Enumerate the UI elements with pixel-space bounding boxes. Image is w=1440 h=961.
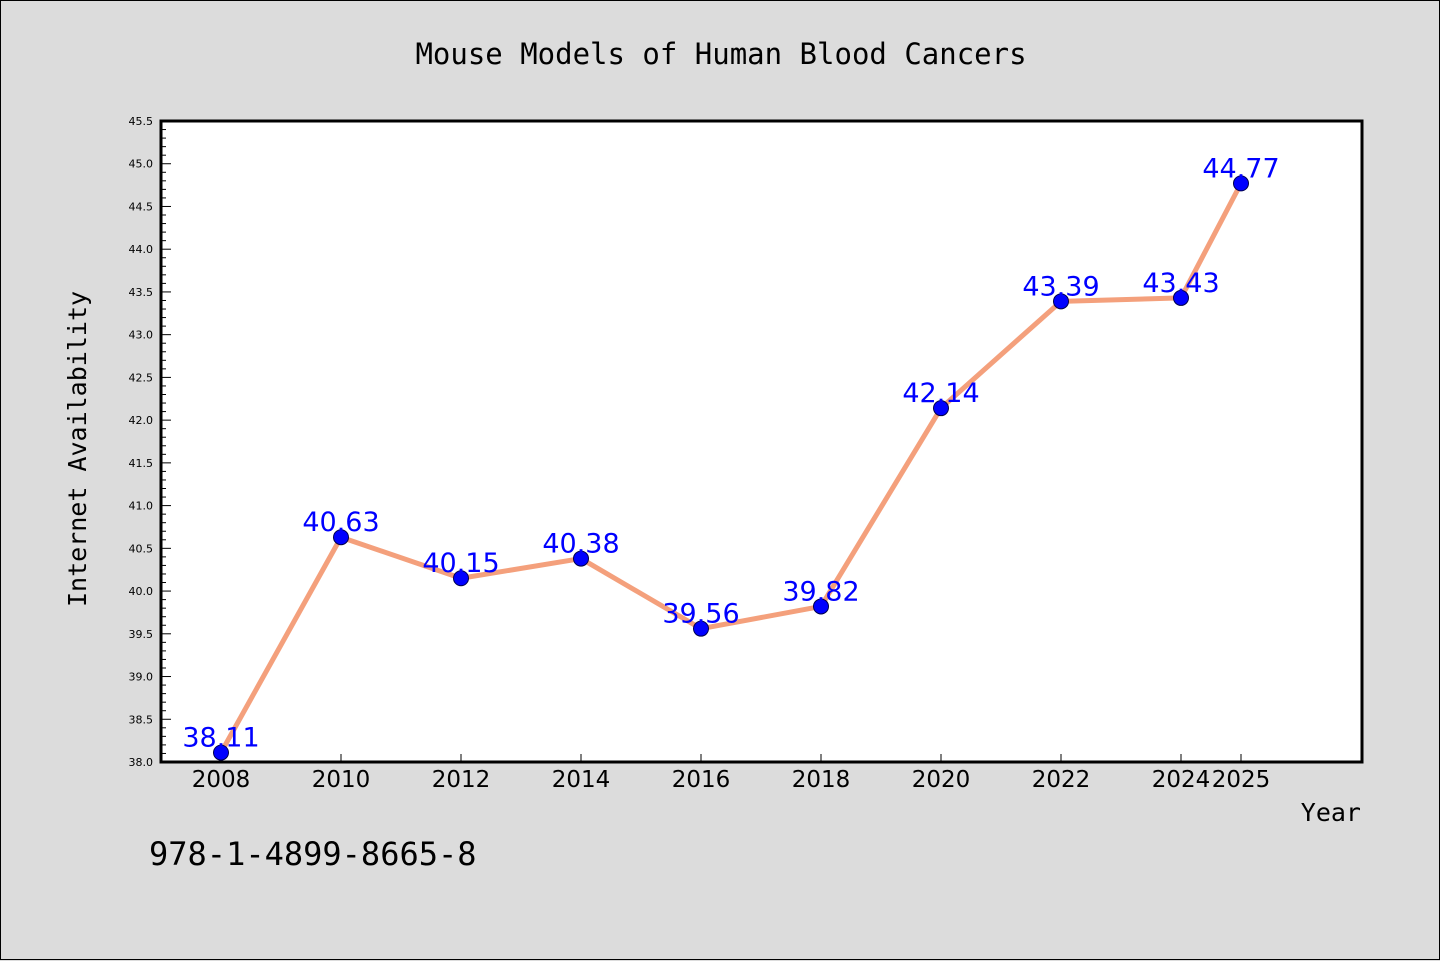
x-tick-label: 2022	[1032, 767, 1091, 793]
y-tick-label: 45.0	[129, 158, 154, 171]
y-tick-label: 42.5	[129, 371, 154, 384]
x-tick-label: 2016	[672, 767, 731, 793]
data-label: 44.77	[1202, 153, 1279, 184]
y-tick-label: 41.5	[129, 457, 154, 470]
x-tick-label: 2025	[1212, 767, 1271, 793]
data-label: 39.82	[782, 576, 859, 607]
series-layer	[213, 175, 1249, 761]
data-label: 40.15	[422, 548, 499, 579]
y-tick-label: 38.0	[129, 756, 154, 769]
data-label: 40.38	[542, 529, 619, 560]
data-label: 40.63	[302, 507, 379, 538]
x-tick-label: 2018	[792, 767, 851, 793]
data-point-marker	[213, 744, 229, 761]
data-label: 39.56	[662, 599, 739, 630]
data-point-marker	[333, 529, 349, 546]
y-tick-label: 43.0	[129, 329, 154, 342]
y-tick-label: 45.5	[129, 115, 154, 128]
data-point-marker	[1173, 289, 1189, 306]
x-tick-label: 2010	[312, 767, 371, 793]
y-tick-label: 40.5	[129, 542, 154, 555]
x-tick-label: 2008	[192, 767, 251, 793]
data-point-marker	[933, 400, 949, 417]
y-tick-label: 38.5	[129, 713, 154, 726]
data-point-marker	[813, 598, 829, 615]
data-point-marker	[693, 620, 709, 637]
data-labels: 38.11 40.63 40.15 40.38 39.56 39.82 42.14 43.39…	[182, 153, 1279, 753]
x-tick-label: 2014	[552, 767, 611, 793]
y-tick-label: 39.0	[129, 671, 154, 684]
data-label: 42.14	[902, 378, 979, 409]
y-axis-label: Internet Availability	[63, 291, 92, 607]
y-tick-label: 43.5	[129, 286, 154, 299]
x-axis: 2008 2010 2012 2014 2016 2018 2020 2022 2024 2025	[192, 754, 1271, 793]
footer-isbn: 978-1-4899-8665-8	[149, 835, 477, 873]
x-axis-label: Year	[1301, 798, 1361, 827]
data-point-marker	[573, 550, 589, 567]
plot-area	[159, 119, 1364, 764]
x-tick-label: 2020	[912, 767, 971, 793]
data-label: 43.43	[1142, 268, 1219, 299]
data-label: 43.39	[1022, 271, 1099, 302]
data-label: 38.11	[182, 723, 259, 754]
y-tick-label: 40.0	[129, 585, 154, 598]
x-tick-label: 2024	[1152, 767, 1211, 793]
chart-title: Mouse Models of Human Blood Cancers	[415, 37, 1026, 71]
y-tick-label: 42.0	[129, 414, 154, 427]
data-point-marker	[453, 570, 469, 587]
data-point-marker	[1053, 293, 1069, 310]
y-tick-label: 41.0	[129, 500, 154, 513]
series-line	[218, 182, 1244, 754]
y-tick-label: 44.0	[129, 243, 154, 256]
x-tick-label: 2012	[432, 767, 491, 793]
data-point-marker	[1233, 175, 1249, 192]
y-tick-label: 44.5	[129, 200, 154, 213]
y-axis: 38.0 38.5 39.0 39.5 40.0 40.5 41.0 41.5 42.0 42.5…	[129, 115, 171, 769]
y-tick-label: 39.5	[129, 628, 154, 641]
